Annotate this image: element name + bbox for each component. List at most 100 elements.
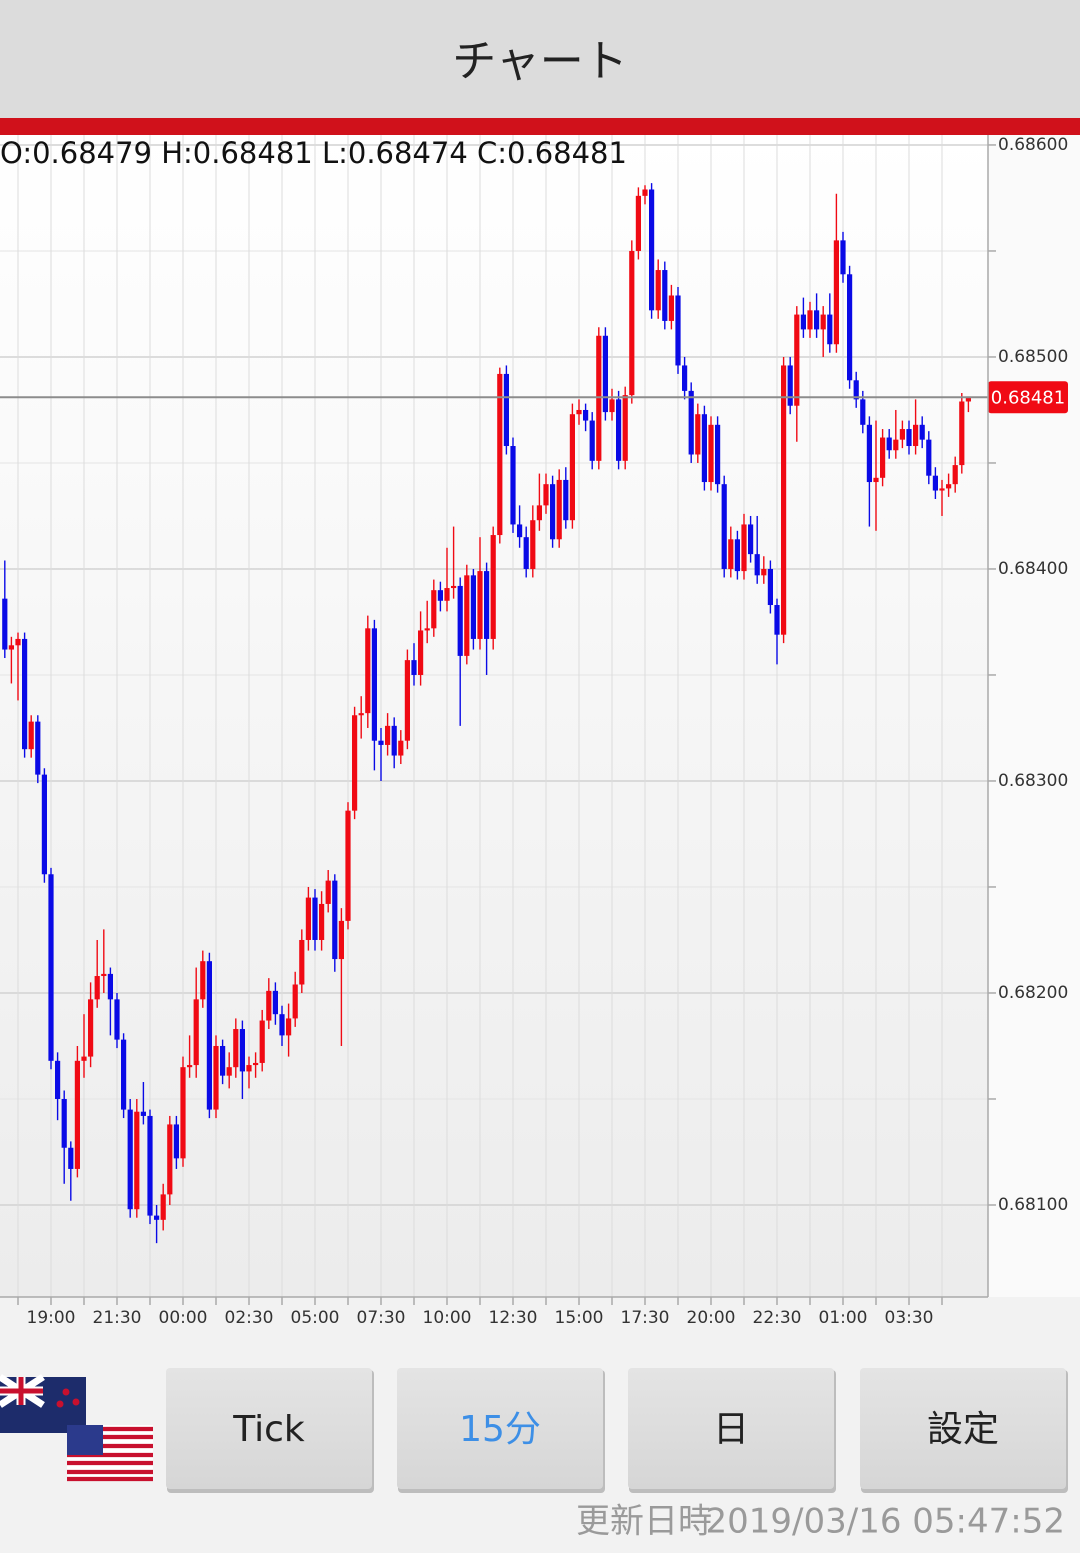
- tab-button[interactable]: Tick: [166, 1368, 374, 1493]
- candle-body: [246, 1065, 252, 1072]
- candle-body: [94, 976, 100, 1000]
- candle-body: [41, 774, 47, 875]
- candle-body: [642, 189, 648, 196]
- candle-body: [193, 999, 199, 1066]
- candle-body: [965, 397, 971, 402]
- button-label[interactable]: 15分: [459, 1409, 541, 1450]
- candles: [2, 183, 971, 1244]
- candle-body: [860, 399, 866, 425]
- candle-body: [140, 1111, 146, 1116]
- candle-body: [820, 314, 826, 330]
- candle-body: [701, 414, 707, 483]
- candle-body: [470, 575, 476, 639]
- ohlc-info: O:0.68479 H:0.68481 L:0.68474 C:0.68481: [0, 136, 627, 170]
- x-tick-label: 03:30: [885, 1308, 934, 1328]
- candle-body: [774, 605, 780, 635]
- candle-body: [668, 295, 674, 321]
- candle-body: [787, 365, 793, 406]
- candle-body: [939, 488, 945, 491]
- candle-body: [761, 568, 767, 576]
- candle-body: [510, 446, 516, 525]
- candle-body: [484, 571, 490, 639]
- candle-body: [437, 590, 443, 601]
- tab-button[interactable]: 設定: [860, 1368, 1068, 1493]
- button-face[interactable]: [860, 1368, 1066, 1489]
- candle-body: [926, 439, 932, 476]
- tab-button[interactable]: 日: [628, 1368, 836, 1493]
- candle-body: [154, 1215, 160, 1220]
- candle-body: [444, 588, 450, 601]
- candle-body: [596, 335, 602, 461]
- candle-body: [655, 270, 661, 311]
- candle-body: [61, 1098, 67, 1148]
- candle-body: [503, 373, 509, 447]
- us-flag-stripes: [67, 1426, 153, 1482]
- y-tick-label: 0.68400: [998, 559, 1068, 579]
- candle-body: [583, 409, 589, 421]
- nz-flag-cross: [0, 1377, 43, 1405]
- candle-body: [946, 484, 952, 489]
- candle-body: [279, 1014, 285, 1036]
- last-price-tag: [988, 381, 1068, 414]
- candle-body: [728, 539, 734, 569]
- candle-body: [404, 660, 410, 741]
- candle-body: [418, 630, 424, 675]
- candle-body: [688, 390, 694, 455]
- candle-body: [622, 395, 628, 461]
- candle-body: [352, 715, 358, 811]
- button-face[interactable]: [397, 1368, 603, 1489]
- candle-body: [543, 484, 549, 506]
- candle-body: [602, 335, 608, 413]
- nz-flag-star: [56, 1400, 64, 1408]
- candle-body: [239, 1029, 245, 1072]
- x-tick-label: 05:00: [291, 1308, 340, 1328]
- candle-body: [272, 990, 278, 1015]
- button-face[interactable]: [166, 1368, 372, 1489]
- candle-body: [134, 1111, 140, 1210]
- x-tick-label: 20:00: [687, 1308, 736, 1328]
- candle-body: [332, 880, 338, 960]
- candle-body: [391, 725, 397, 756]
- candle-body: [781, 365, 787, 635]
- candle-body: [81, 1056, 87, 1061]
- x-tick-label: 12:30: [489, 1308, 538, 1328]
- tab-button[interactable]: 15分: [397, 1368, 605, 1493]
- x-tick-label: 01:00: [819, 1308, 868, 1328]
- button-label[interactable]: 設定: [927, 1409, 999, 1450]
- candle-body: [74, 1060, 80, 1169]
- candle-body: [536, 505, 542, 521]
- candle-body: [233, 1029, 239, 1068]
- candle-body: [873, 477, 879, 483]
- candle-body: [180, 1067, 186, 1159]
- y-tick-label: 0.68100: [998, 1195, 1068, 1215]
- candle-body: [523, 537, 529, 569]
- candle-body: [715, 424, 721, 485]
- candle-body: [589, 420, 595, 461]
- candle-body: [48, 874, 54, 1061]
- candle-body: [88, 999, 94, 1057]
- candle-body: [424, 628, 430, 631]
- button-face[interactable]: [628, 1368, 834, 1489]
- candle-body: [286, 1018, 292, 1036]
- candle-body: [767, 568, 773, 606]
- candle-body: [305, 897, 311, 940]
- candle-body: [708, 424, 714, 483]
- candle-body: [167, 1124, 173, 1195]
- button-label[interactable]: Tick: [232, 1409, 305, 1450]
- candle-body: [893, 439, 899, 451]
- nz-flag-star: [62, 1388, 70, 1396]
- candle-body: [556, 479, 562, 540]
- candle-body: [345, 810, 351, 921]
- button-bar: Tick 15分 日 設定: [166, 1368, 1068, 1493]
- x-tick-label: 07:30: [357, 1308, 406, 1328]
- us-flag-canton: [67, 1425, 103, 1455]
- candle-body: [35, 721, 41, 775]
- candle-body: [457, 585, 463, 656]
- candle-body: [899, 429, 905, 440]
- candle-body: [160, 1194, 166, 1220]
- button-label[interactable]: 日: [713, 1409, 749, 1450]
- candle-body: [616, 399, 622, 461]
- header-accent: [0, 118, 1080, 135]
- candle-body: [569, 414, 575, 521]
